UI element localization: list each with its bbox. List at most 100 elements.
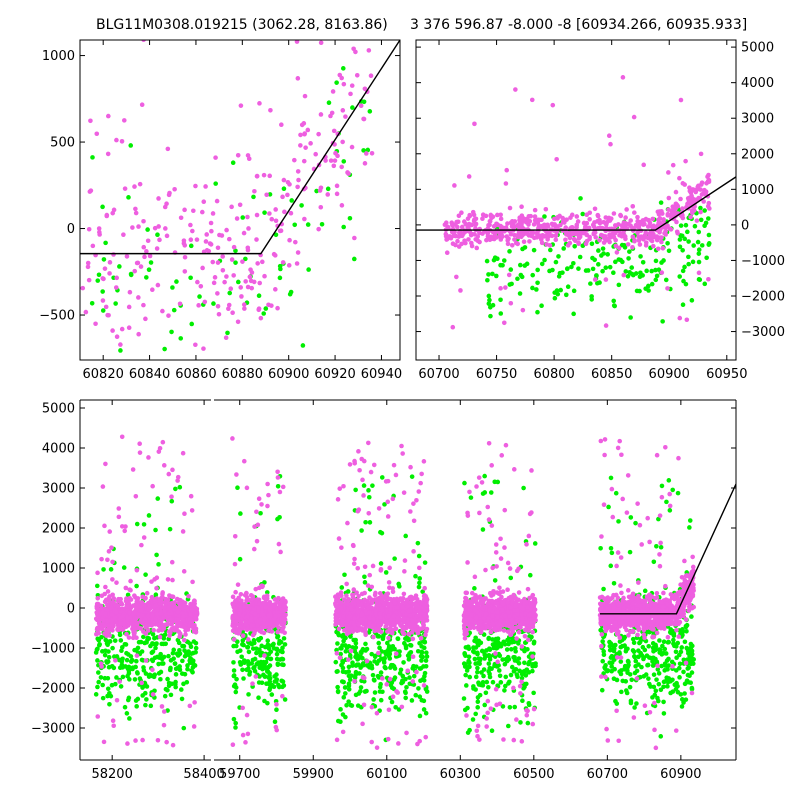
magenta-data-point <box>376 506 382 511</box>
green-data-point <box>623 648 629 654</box>
magenta-data-point <box>503 285 508 290</box>
green-data-point <box>423 710 429 716</box>
green-data-point <box>169 329 174 335</box>
magenta-data-point <box>219 233 225 238</box>
green-data-point <box>105 639 110 644</box>
magenta-data-point <box>677 175 682 181</box>
magenta-data-point <box>642 233 648 238</box>
magenta-data-point <box>563 237 568 243</box>
green-data-point <box>123 664 128 669</box>
magenta-data-point <box>272 601 278 607</box>
magenta-data-point <box>195 279 200 285</box>
green-data-point <box>407 675 412 680</box>
green-data-point <box>475 695 481 700</box>
green-data-point <box>134 658 139 664</box>
magenta-data-point <box>161 605 167 610</box>
magenta-data-point <box>93 321 98 327</box>
magenta-data-point <box>577 234 583 240</box>
magenta-data-point <box>489 215 494 221</box>
green-data-point <box>561 246 566 251</box>
green-data-point <box>486 661 492 666</box>
magenta-data-point <box>399 443 404 449</box>
green-data-point <box>262 210 267 215</box>
magenta-data-point <box>178 605 184 610</box>
y-tick-label: 5000 <box>741 41 774 56</box>
green-data-point <box>556 254 561 259</box>
magenta-data-point <box>531 222 537 227</box>
magenta-data-point <box>127 610 132 615</box>
green-data-point <box>361 148 366 153</box>
magenta-data-point <box>313 151 318 157</box>
green-data-point <box>150 641 156 647</box>
magenta-data-point <box>141 535 147 540</box>
magenta-data-point <box>328 113 333 119</box>
upper-right-points <box>442 75 712 330</box>
magenta-data-point <box>157 634 163 640</box>
magenta-data-point <box>137 441 142 446</box>
green-data-point <box>487 647 493 652</box>
green-data-point <box>100 649 105 654</box>
green-data-point <box>134 521 140 527</box>
green-data-point <box>282 697 288 702</box>
magenta-data-point <box>657 235 663 241</box>
green-data-point <box>683 222 689 228</box>
magenta-data-point <box>116 506 122 511</box>
magenta-data-point <box>176 613 182 619</box>
magenta-data-point <box>254 509 259 515</box>
magenta-data-point <box>190 228 195 234</box>
magenta-data-point <box>137 450 143 455</box>
magenta-data-point <box>254 538 260 544</box>
green-data-point <box>148 260 154 265</box>
magenta-data-point <box>183 605 188 610</box>
magenta-data-point <box>645 224 651 229</box>
green-data-point <box>686 254 691 260</box>
green-data-point <box>346 699 351 704</box>
magenta-data-point <box>635 214 640 220</box>
magenta-data-point <box>133 210 139 216</box>
magenta-data-point <box>659 209 664 214</box>
green-data-point <box>550 267 555 273</box>
magenta-data-point <box>334 183 340 189</box>
magenta-data-point <box>208 220 214 226</box>
green-data-point <box>363 519 368 525</box>
green-data-point <box>662 646 668 652</box>
green-data-point <box>633 658 639 664</box>
magenta-data-point <box>140 737 145 743</box>
green-data-point <box>233 248 238 254</box>
green-data-point <box>706 216 711 221</box>
green-data-point <box>333 659 339 665</box>
magenta-data-point <box>114 275 120 281</box>
green-data-point <box>397 649 402 654</box>
green-data-point <box>111 665 117 671</box>
magenta-data-point <box>553 237 559 243</box>
magenta-data-point <box>541 223 547 228</box>
magenta-data-point <box>272 253 278 258</box>
green-data-point <box>419 649 425 655</box>
upper-right-title: 3 376 596.87 -8.000 -8 [60934.266, 60935… <box>410 17 748 33</box>
green-data-point <box>698 205 703 211</box>
green-data-point <box>553 259 559 265</box>
green-data-point <box>542 257 547 263</box>
green-data-point <box>142 640 148 646</box>
green-data-point <box>345 589 351 594</box>
green-data-point <box>503 657 509 662</box>
magenta-data-point <box>119 139 125 144</box>
green-data-point <box>257 649 263 655</box>
green-data-point <box>167 667 173 673</box>
green-data-point <box>96 272 102 278</box>
magenta-data-point <box>103 611 108 617</box>
magenta-data-point <box>157 601 163 606</box>
green-data-point <box>666 639 672 645</box>
green-data-point <box>484 648 489 653</box>
magenta-data-point <box>96 226 102 231</box>
magenta-data-point <box>111 723 117 729</box>
magenta-data-point <box>240 259 245 264</box>
green-data-point <box>358 685 364 690</box>
magenta-data-point <box>699 182 704 187</box>
magenta-data-point <box>233 589 238 595</box>
green-data-point <box>139 649 145 654</box>
green-data-point <box>611 580 617 586</box>
magenta-data-point <box>569 212 575 218</box>
magenta-data-point <box>453 233 459 239</box>
green-data-point <box>121 565 127 570</box>
